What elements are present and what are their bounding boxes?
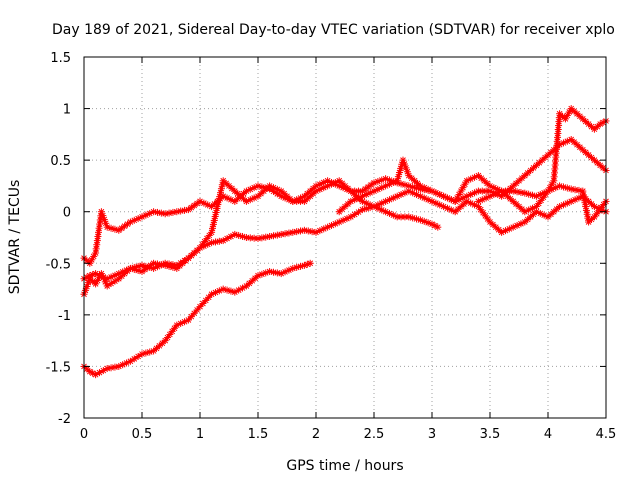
- data-point: [370, 179, 378, 187]
- data-point: [588, 200, 595, 208]
- data-point: [355, 208, 363, 216]
- data-point: [111, 277, 119, 285]
- y-tick-label: 0.5: [50, 154, 71, 169]
- data-point: [351, 210, 359, 218]
- y-tick-label: -2: [58, 412, 71, 427]
- data-point: [181, 206, 189, 214]
- series-line: [83, 138, 607, 265]
- data-point: [266, 185, 274, 193]
- data-marks: [80, 105, 610, 379]
- chart-title: Day 189 of 2021, Sidereal Day-to-day VTE…: [52, 22, 615, 38]
- data-point: [150, 259, 158, 267]
- data-point: [126, 357, 134, 365]
- data-point: [582, 206, 590, 214]
- data-point: [164, 334, 172, 342]
- data-point: [196, 303, 204, 311]
- data-point: [187, 313, 195, 321]
- data-point: [596, 120, 604, 128]
- x-tick-label: 4.5: [596, 427, 617, 442]
- x-tick-label: 0: [80, 427, 88, 442]
- data-point: [389, 211, 397, 219]
- data-point: [542, 190, 550, 198]
- data-point: [130, 355, 138, 363]
- data-point: [273, 190, 281, 198]
- data-point: [89, 369, 97, 377]
- y-axis: -2 -1.5 -1 -0.5 0 0.5 1 1.5: [46, 51, 606, 427]
- data-point: [537, 196, 545, 204]
- data-point: [205, 231, 213, 239]
- data-point: [405, 213, 413, 221]
- x-axis-label: GPS time / hours: [286, 458, 403, 474]
- data-point: [234, 195, 242, 203]
- x-tick-label: 0.5: [132, 427, 153, 442]
- data-point: [107, 280, 115, 288]
- x-tick-label: 2.5: [364, 427, 385, 442]
- data-point: [94, 276, 102, 284]
- data-point: [532, 203, 540, 211]
- data-point: [590, 213, 598, 221]
- grid: [84, 57, 606, 418]
- data-point: [563, 137, 571, 145]
- data-point: [92, 245, 100, 253]
- data-point: [150, 208, 158, 216]
- x-tick-label: 1.5: [248, 427, 269, 442]
- data-point: [434, 223, 442, 231]
- y-tick-label: 0: [63, 206, 71, 221]
- data-point: [378, 184, 386, 192]
- y-tick-label: 1.5: [50, 51, 71, 66]
- data-point: [211, 289, 219, 297]
- data-point: [103, 282, 111, 290]
- x-tick-label: 4: [544, 427, 552, 442]
- series-line: [82, 179, 607, 295]
- data-point: [269, 187, 277, 195]
- data-point: [431, 222, 439, 230]
- x-axis: 0 0.5 1 1.5 2 2.5 3 3.5 4 4.5: [80, 57, 616, 442]
- data-point: [269, 268, 277, 276]
- y-tick-label: -1: [58, 309, 71, 324]
- data-point: [535, 159, 543, 167]
- x-tick-label: 1: [196, 427, 204, 442]
- data-point: [382, 182, 390, 190]
- data-point: [198, 241, 206, 249]
- y-tick-label: 1: [63, 103, 71, 118]
- data-point: [347, 213, 355, 221]
- x-tick-label: 3: [428, 427, 436, 442]
- y-tick-label: -1.5: [46, 360, 71, 375]
- data-point: [597, 204, 605, 212]
- data-point: [567, 185, 575, 193]
- data-point: [306, 259, 314, 267]
- data-point: [483, 179, 491, 187]
- data-point: [339, 184, 347, 192]
- y-axis-label: SDTVAR / TECUs: [7, 180, 23, 295]
- x-tick-label: 2: [312, 427, 320, 442]
- x-tick-label: 3.5: [480, 427, 501, 442]
- data-point: [134, 352, 142, 360]
- y-tick-label: -0.5: [46, 257, 71, 272]
- data-point: [424, 219, 432, 227]
- data-point: [95, 224, 103, 232]
- plot-frame: [83, 56, 607, 419]
- data-point: [580, 195, 588, 203]
